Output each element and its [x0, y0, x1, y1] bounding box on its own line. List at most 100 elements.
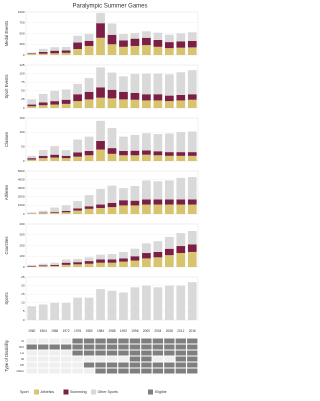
bar-segment — [73, 83, 82, 95]
bar-segment — [164, 255, 174, 267]
bar-segment — [73, 48, 82, 55]
y-tick-label: 1000 — [18, 203, 25, 207]
bar-segment — [27, 53, 37, 55]
bar-segment — [176, 47, 186, 55]
bar-segment — [96, 87, 105, 98]
bar-segment — [153, 241, 163, 252]
bar-segment — [107, 153, 117, 161]
chart-title: Paralympic Summer Games — [72, 4, 147, 10]
bar-segment — [130, 200, 140, 206]
y-tick-label: 75 — [21, 80, 25, 84]
bar-segment — [27, 53, 37, 54]
eligibility-cell — [141, 368, 152, 374]
eligibility-cell — [106, 344, 118, 350]
y-tick-label: 200 — [19, 243, 24, 247]
eligibility-cell — [60, 338, 72, 344]
legend-label: Eligible — [155, 390, 167, 394]
bar-segment — [96, 140, 105, 150]
bar-segment — [119, 251, 128, 259]
x-tick-label: 2016 — [189, 329, 196, 333]
bar-segment — [187, 40, 197, 48]
bar-segment — [73, 297, 82, 320]
y-axis-label: Classes — [4, 132, 9, 147]
x-tick-label: 1964 — [40, 329, 47, 333]
bar-segment — [107, 72, 117, 90]
bar-segment — [61, 259, 71, 263]
eligibility-cell — [49, 356, 60, 362]
bar-segment — [187, 155, 197, 161]
eligibility-cell — [83, 338, 95, 344]
eligibility-cell — [175, 338, 186, 344]
bar-segment — [96, 204, 105, 208]
bar-segment — [107, 148, 117, 154]
eligibility-cell — [152, 350, 164, 356]
bar-segment — [187, 251, 197, 267]
eligibility-cell — [49, 368, 60, 374]
bar-segment — [187, 244, 197, 252]
y-tick-label: 300 — [19, 233, 24, 237]
bar-segment — [107, 259, 117, 263]
bar-segment — [50, 104, 60, 108]
legend-swatch — [91, 389, 96, 395]
y-tick-label: 0 — [23, 106, 25, 110]
bar-segment — [130, 134, 140, 151]
bar-segment — [153, 39, 163, 47]
bar-segment — [153, 199, 163, 205]
bar-segment — [119, 261, 128, 267]
bar-segment — [119, 76, 128, 92]
bar-segment — [96, 207, 105, 214]
y-tick-label: 5 — [23, 309, 25, 313]
bar-segment — [130, 99, 140, 108]
bar-segment — [50, 207, 60, 212]
bar-segment — [107, 98, 117, 108]
eligibility-cell — [175, 350, 186, 356]
eligibility-cell — [49, 362, 60, 368]
bar-segment — [73, 208, 82, 211]
bar-segment — [84, 261, 94, 264]
y-tick-label: 150 — [19, 116, 24, 120]
legend-label: Other Sports — [98, 390, 119, 394]
bar-segment — [61, 46, 71, 51]
eligibility-cell — [141, 350, 152, 356]
bar-segment — [142, 45, 151, 55]
bar-segment — [130, 186, 140, 201]
bar-segment — [107, 202, 117, 208]
eligibility-cell — [164, 350, 175, 356]
bar-segment — [96, 259, 105, 263]
bar-segment — [176, 152, 186, 156]
bar-segment — [73, 264, 82, 267]
row-label: CP — [20, 363, 24, 367]
bar-segment — [38, 213, 48, 214]
bar-segment — [96, 67, 105, 88]
eligibility-cell — [175, 344, 186, 350]
bar-segment — [130, 260, 140, 267]
y-tick-label: 20 — [21, 283, 25, 287]
eligibility-cell — [38, 356, 49, 362]
eligibility-cell — [26, 344, 37, 350]
bar-segment — [164, 74, 174, 96]
bar-segment — [153, 181, 163, 200]
eligibility-cell — [175, 368, 186, 374]
bar-segment — [27, 306, 37, 320]
y-tick-label: 15 — [21, 292, 25, 296]
bar-segment — [187, 199, 197, 205]
bar-segment — [73, 42, 82, 49]
legend-swatch — [34, 389, 39, 395]
bar-segment — [61, 150, 71, 156]
bar-segment — [73, 262, 82, 265]
bar-segment — [38, 266, 48, 267]
eligibility-cell — [129, 338, 141, 344]
eligibility-cell — [26, 362, 37, 368]
eligibility-cell — [118, 338, 129, 344]
bar-segment — [96, 97, 105, 108]
bar-segment — [73, 156, 82, 161]
bar-segment — [84, 150, 94, 156]
eligibility-cell — [95, 338, 106, 344]
eligibility-cell — [187, 368, 198, 374]
bar-segment — [96, 254, 105, 260]
bar-segment — [176, 41, 186, 48]
eligibility-cell — [60, 356, 72, 362]
bar-segment — [164, 95, 174, 102]
bar-segment — [27, 212, 37, 214]
bar-segment — [96, 13, 105, 24]
